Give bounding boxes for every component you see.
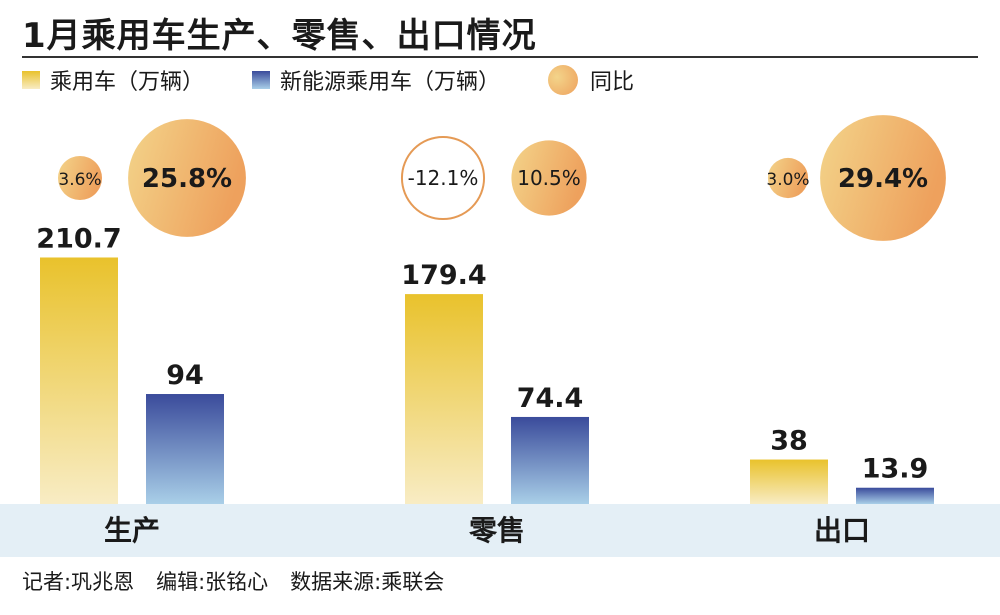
legend-swatch-yellow [22,71,40,89]
bar-passenger [405,294,483,504]
yoy-label-passenger: 3.6% [58,170,101,190]
bar-passenger [40,257,118,504]
legend-label-yoy: 同比 [590,70,635,95]
legend-item-passenger: 乘用车（万辆） [22,64,204,96]
data-label-passenger: 210.7 [36,223,121,254]
yoy-label-nev: 29.4% [838,164,928,194]
legend: 乘用车（万辆） 新能源乘用车（万辆） 同比 [22,64,978,96]
data-label-passenger: 179.4 [401,260,486,291]
bar-nev [146,394,224,504]
category-label: 零售 [469,514,525,547]
legend-label-nev: 新能源乘用车（万辆） [280,70,501,95]
yoy-bubble-nev [511,140,587,216]
category-label: 生产 [104,514,160,547]
data-label-passenger: 38 [770,426,808,457]
yoy-bubble-passenger [57,155,103,201]
bar-passenger [750,459,828,504]
footer-credits: 记者:巩兆恩 编辑:张铭心 数据来源:乘联会 [22,566,466,596]
data-label-nev: 13.9 [862,454,929,485]
yoy-label-passenger: 3.0% [766,170,809,190]
bar-nev [511,416,589,504]
yoy-bubble-passenger [767,157,809,199]
yoy-bubble-nev [128,119,246,237]
yoy-bubble-passenger [400,135,486,221]
bar-nev [856,487,934,504]
legend-label-passenger: 乘用车（万辆） [50,70,205,95]
category-label: 出口 [814,514,870,547]
chart-title: 1月乘用车生产、零售、出口情况 [22,16,537,56]
footer-editor: 编辑:张铭心 [156,570,269,594]
legend-swatch-blue [252,71,271,89]
legend-item-yoy: 同比 [548,64,634,96]
legend-bubble-icon [548,65,579,95]
yoy-bubble-nev [820,115,946,241]
category-band [0,504,1000,557]
yoy-label-passenger: -12.1% [408,166,479,190]
yoy-label-nev: 25.8% [142,164,232,194]
footer-source: 数据来源:乘联会 [290,570,445,594]
data-label-nev: 94 [166,360,204,391]
legend-item-nev: 新能源乘用车（万辆） [252,64,500,96]
footer-reporter: 记者:巩兆恩 [22,570,135,594]
title-divider [22,56,978,58]
yoy-label-nev: 10.5% [517,166,581,190]
data-label-nev: 74.4 [517,383,584,414]
